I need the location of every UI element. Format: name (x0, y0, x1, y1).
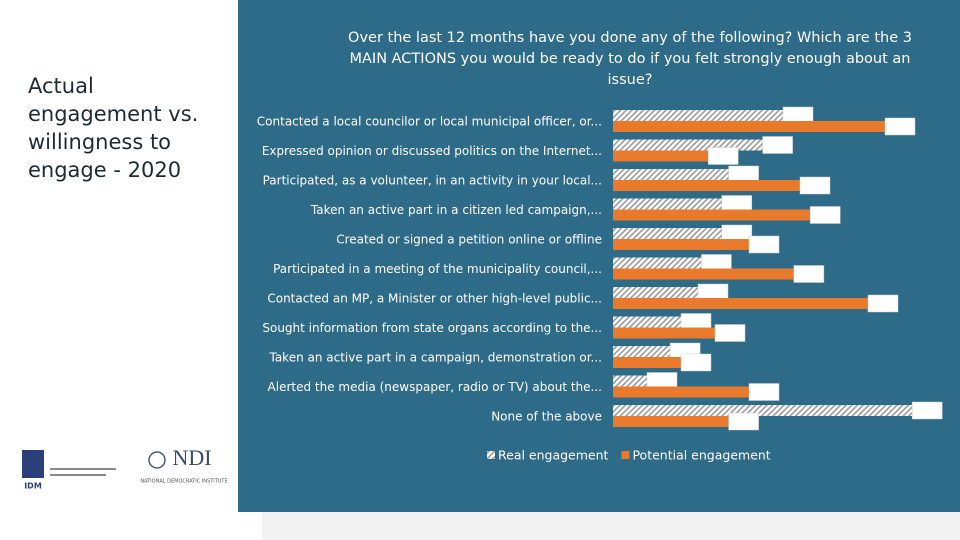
chart-panel (238, 0, 960, 512)
bar (613, 150, 709, 162)
category-label: Contacted an MP, a Minister or other hig… (267, 292, 602, 306)
bar (613, 228, 722, 239)
bar (613, 169, 729, 180)
category-label: Participated, as a volunteer, in an acti… (263, 174, 602, 188)
label-box (799, 176, 831, 195)
category-label: Created or signed a petition online or o… (336, 233, 602, 247)
chart-title: Over the last 12 months have you done an… (348, 30, 912, 88)
logo-subtext: NATIONAL DEMOCRATIC INSTITUTE (140, 479, 227, 485)
category-label: Taken an active part in a campaign, demo… (268, 351, 602, 365)
legend-swatch (487, 451, 495, 459)
bar (613, 416, 729, 427)
label-box (809, 206, 841, 224)
bar (613, 346, 671, 357)
logo-text: IDM (24, 482, 42, 491)
bar (613, 198, 722, 210)
category-label: Participated in a meeting of the municip… (273, 262, 602, 276)
category-label: Sought information from state organs acc… (262, 321, 602, 335)
category-label: Contacted a local councilor or local mun… (257, 115, 602, 129)
bar (613, 209, 811, 221)
bar (613, 180, 800, 191)
label-box (707, 147, 739, 165)
bar (613, 316, 681, 328)
label-box (793, 265, 825, 283)
bar (613, 327, 715, 339)
label-box (728, 412, 759, 431)
ndi-logo: NDI NATIONAL DEMOCRATIC INSTITUTE (140, 445, 227, 484)
category-label: Taken an active part in a citizen led ca… (310, 203, 602, 217)
bar (613, 139, 763, 151)
label-box (748, 235, 780, 254)
category-label: Expressed opinion or discussed politics … (262, 144, 602, 158)
bar (613, 257, 702, 269)
bar (613, 357, 681, 368)
bar (613, 268, 794, 280)
label-box (714, 324, 746, 342)
bar (613, 110, 783, 121)
label-box (911, 401, 943, 420)
label-box (884, 117, 916, 136)
category-label: None of the above (491, 410, 602, 424)
bar (613, 298, 868, 309)
bar (613, 287, 698, 298)
label-box (680, 353, 712, 372)
footer-band (262, 512, 960, 540)
idm-logo: IDM (22, 450, 116, 491)
slide-title: Actual engagement vs. willingness to eng… (28, 74, 199, 182)
label-box (762, 136, 793, 154)
legend-swatch (621, 451, 630, 459)
logo-text: NDI (172, 445, 211, 470)
bar (613, 405, 913, 416)
label-box (748, 383, 780, 401)
legend-label: Real engagement (498, 448, 609, 463)
bar (613, 386, 749, 398)
bar (613, 375, 647, 387)
category-label: Alerted the media (newspaper, radio or T… (268, 380, 602, 394)
label-box (867, 294, 899, 313)
bar (613, 239, 749, 250)
legend-label: Potential engagement (632, 448, 770, 463)
bar (613, 121, 885, 132)
